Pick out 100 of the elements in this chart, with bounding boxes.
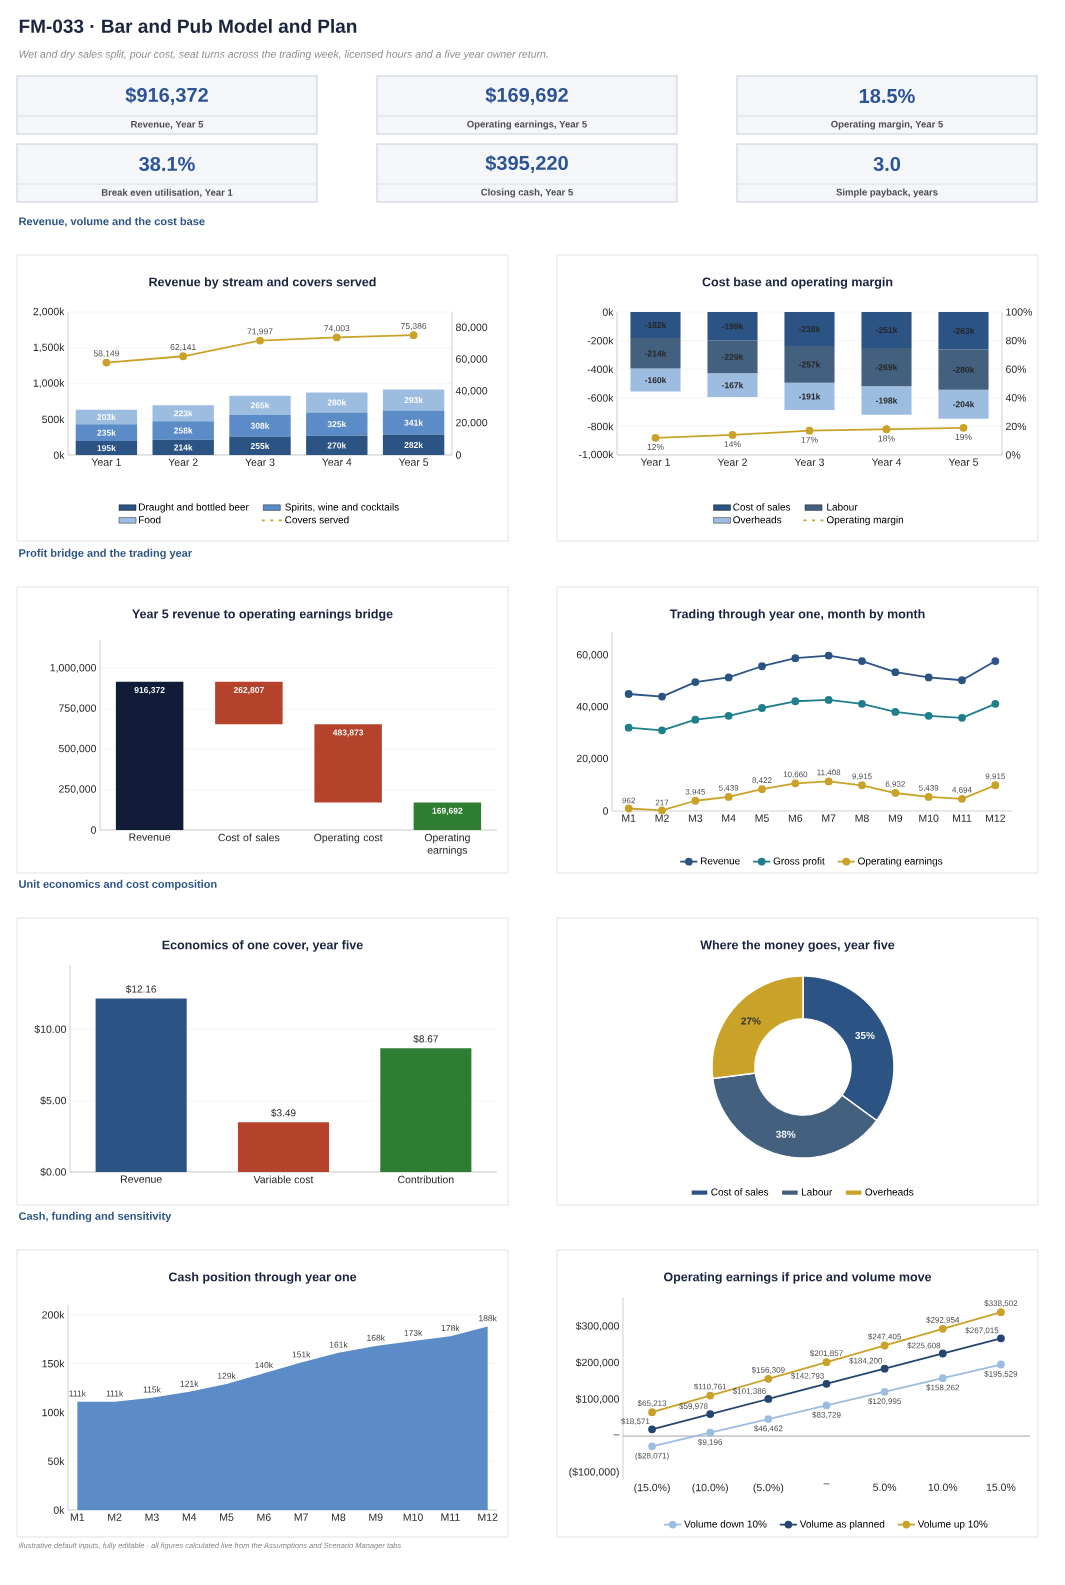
legend-label: Labour xyxy=(827,503,858,511)
legend-label: Operating margin xyxy=(826,515,904,526)
x-tick-label: M10 xyxy=(403,1513,423,1521)
chart-title: Cash position through year one xyxy=(168,1272,357,1284)
data-label: -167k xyxy=(721,382,744,389)
point xyxy=(648,1425,656,1434)
y-tick-label: 60,000 xyxy=(576,651,609,660)
y-tick-label: $300,000 xyxy=(575,1321,620,1331)
data-label: $292,954 xyxy=(926,1316,960,1324)
legend-label: Labour xyxy=(801,1188,833,1196)
data-label: 12% xyxy=(647,444,664,451)
y2-tick-label: 20% xyxy=(1006,422,1027,431)
y-tick-label: $5.00 xyxy=(40,1096,67,1105)
data-label: 214k xyxy=(174,444,193,451)
x-tick-label: M2 xyxy=(108,1513,122,1521)
bar xyxy=(306,412,368,436)
x-tick-label: Year 2 xyxy=(168,458,198,466)
point xyxy=(706,1428,715,1437)
point xyxy=(706,1410,715,1419)
data-label: -198k xyxy=(875,397,898,404)
point xyxy=(938,1324,947,1333)
data-label: 168k xyxy=(367,1334,385,1341)
data-label: 173k xyxy=(404,1329,423,1336)
point xyxy=(624,723,633,732)
data-label: ($28,071) xyxy=(635,1452,669,1461)
bar xyxy=(75,441,138,455)
point xyxy=(824,651,833,660)
legend-label: Volume up 10% xyxy=(917,1520,988,1530)
point xyxy=(764,1374,773,1383)
text: Cash, funding and sensitivity xyxy=(18,1211,172,1223)
bar xyxy=(215,681,283,725)
x-tick-label: Variable cost xyxy=(253,1175,314,1184)
point xyxy=(924,673,933,682)
x-tick-label: M5 xyxy=(220,1513,234,1521)
text: Operating margin, Year 5 xyxy=(831,120,943,130)
point xyxy=(991,781,1000,790)
bar xyxy=(630,311,681,339)
bar xyxy=(237,1122,330,1172)
point xyxy=(997,1334,1005,1343)
point xyxy=(758,704,766,712)
y-tick-label: 0 xyxy=(603,807,609,815)
y2-tick-label: 40% xyxy=(1005,394,1027,402)
point xyxy=(958,713,966,722)
data-label: 962 xyxy=(622,797,635,804)
chart-title: Operating earnings if price and volume move xyxy=(663,1272,932,1284)
x-tick-label: M6 xyxy=(788,814,803,822)
bar xyxy=(382,410,445,435)
data-label: 27% xyxy=(741,1017,761,1025)
data-label: 195k xyxy=(97,444,116,452)
data-label: 115k xyxy=(143,1386,161,1393)
legend-label: Food xyxy=(139,515,161,524)
data-label: -182k xyxy=(644,321,667,329)
text: FM-033 · Bar and Pub Model and Plan xyxy=(19,19,357,33)
data-label: $59,978 xyxy=(679,1402,708,1410)
data-label: 11,408 xyxy=(817,769,841,777)
point xyxy=(791,779,800,788)
x-tick-label: Operating earnings xyxy=(424,833,470,856)
data-label: 325k xyxy=(327,420,347,428)
bar xyxy=(938,349,989,390)
point xyxy=(651,433,660,442)
y-tick-label: $0.00 xyxy=(40,1167,67,1177)
data-label: 308k xyxy=(250,422,270,429)
text: $395,220 xyxy=(485,155,568,173)
data-label: $142,793 xyxy=(791,1372,824,1380)
y-tick-label: ($100,000) xyxy=(569,1467,619,1478)
x-tick-label: M7 xyxy=(294,1513,308,1521)
bar xyxy=(707,340,758,374)
data-label: 203k xyxy=(97,413,116,421)
point xyxy=(758,662,766,671)
bar xyxy=(784,382,835,411)
x-tick-label: M11 xyxy=(441,1513,460,1521)
point xyxy=(824,696,833,704)
legend-label: Spirits, wine and cocktails xyxy=(285,503,399,513)
data-label: 9,915 xyxy=(985,773,1005,781)
data-label: 74,003 xyxy=(324,325,350,333)
x-tick-label: M12 xyxy=(478,1513,498,1521)
text: $916,372 xyxy=(125,87,208,105)
text: 3.0 xyxy=(873,156,901,172)
y-tick-label: – xyxy=(613,1434,620,1436)
chart-title: Year 5 revenue to operating earnings bridge xyxy=(132,609,393,621)
point xyxy=(880,1387,889,1396)
bar xyxy=(784,346,835,383)
x-tick-label: (15.0%) xyxy=(634,1483,670,1494)
y-tick-label: $100,000 xyxy=(575,1394,620,1405)
data-label: 19% xyxy=(955,434,972,441)
bar xyxy=(229,395,291,415)
data-label: 151k xyxy=(292,1351,311,1358)
legend-label: Overheads xyxy=(733,515,782,524)
data-label: 8,422 xyxy=(752,777,772,784)
data-label: -214k xyxy=(644,350,667,357)
x-tick-label: M3 xyxy=(145,1513,159,1521)
bar xyxy=(382,434,445,455)
bar xyxy=(229,436,291,455)
data-label: 35% xyxy=(855,1031,875,1039)
point xyxy=(256,336,264,345)
data-label: 255k xyxy=(250,442,270,449)
text: Profit bridge and the trading year xyxy=(19,548,192,560)
point xyxy=(924,711,933,720)
bar xyxy=(707,311,758,341)
y2-tick-label: 40,000 xyxy=(455,387,488,396)
